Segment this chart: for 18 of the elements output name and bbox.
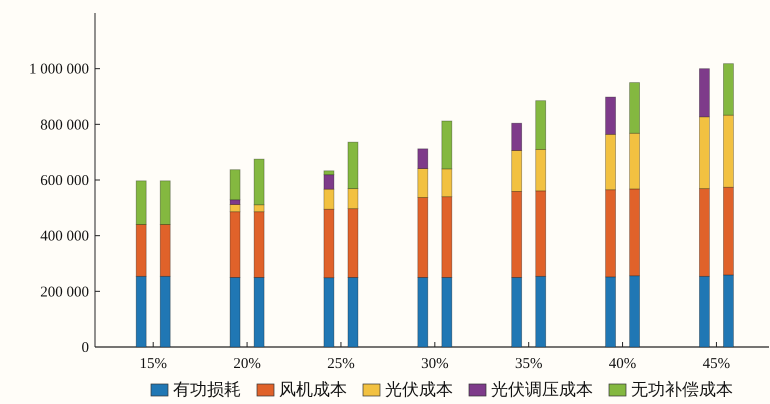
y-tick-label: 0 (82, 340, 89, 356)
legend-label: 风机成本 (279, 380, 347, 399)
x-tick-label: 40% (608, 356, 636, 372)
x-tick-label: 25% (327, 356, 355, 372)
y-tick-label: 800 000 (40, 117, 89, 134)
legend-label: 光伏成本 (385, 380, 453, 399)
y-tick-label: 600 000 (40, 173, 89, 189)
legend-label: 光伏调压成本 (491, 380, 593, 399)
x-tick-label: 15% (139, 356, 167, 372)
x-tick-label: 20% (233, 356, 261, 372)
x-tick-label: 30% (421, 356, 449, 372)
x-tick-label: 45% (702, 356, 730, 372)
y-tick-label: 1 000 000 (29, 62, 89, 78)
x-tick-label: 35% (514, 356, 542, 372)
legend-label: 有功损耗 (173, 380, 241, 399)
legend-label: 无功补偿成本 (631, 380, 733, 399)
y-tick-label: 200 000 (40, 284, 89, 300)
y-tick-label: 400 000 (40, 228, 89, 245)
